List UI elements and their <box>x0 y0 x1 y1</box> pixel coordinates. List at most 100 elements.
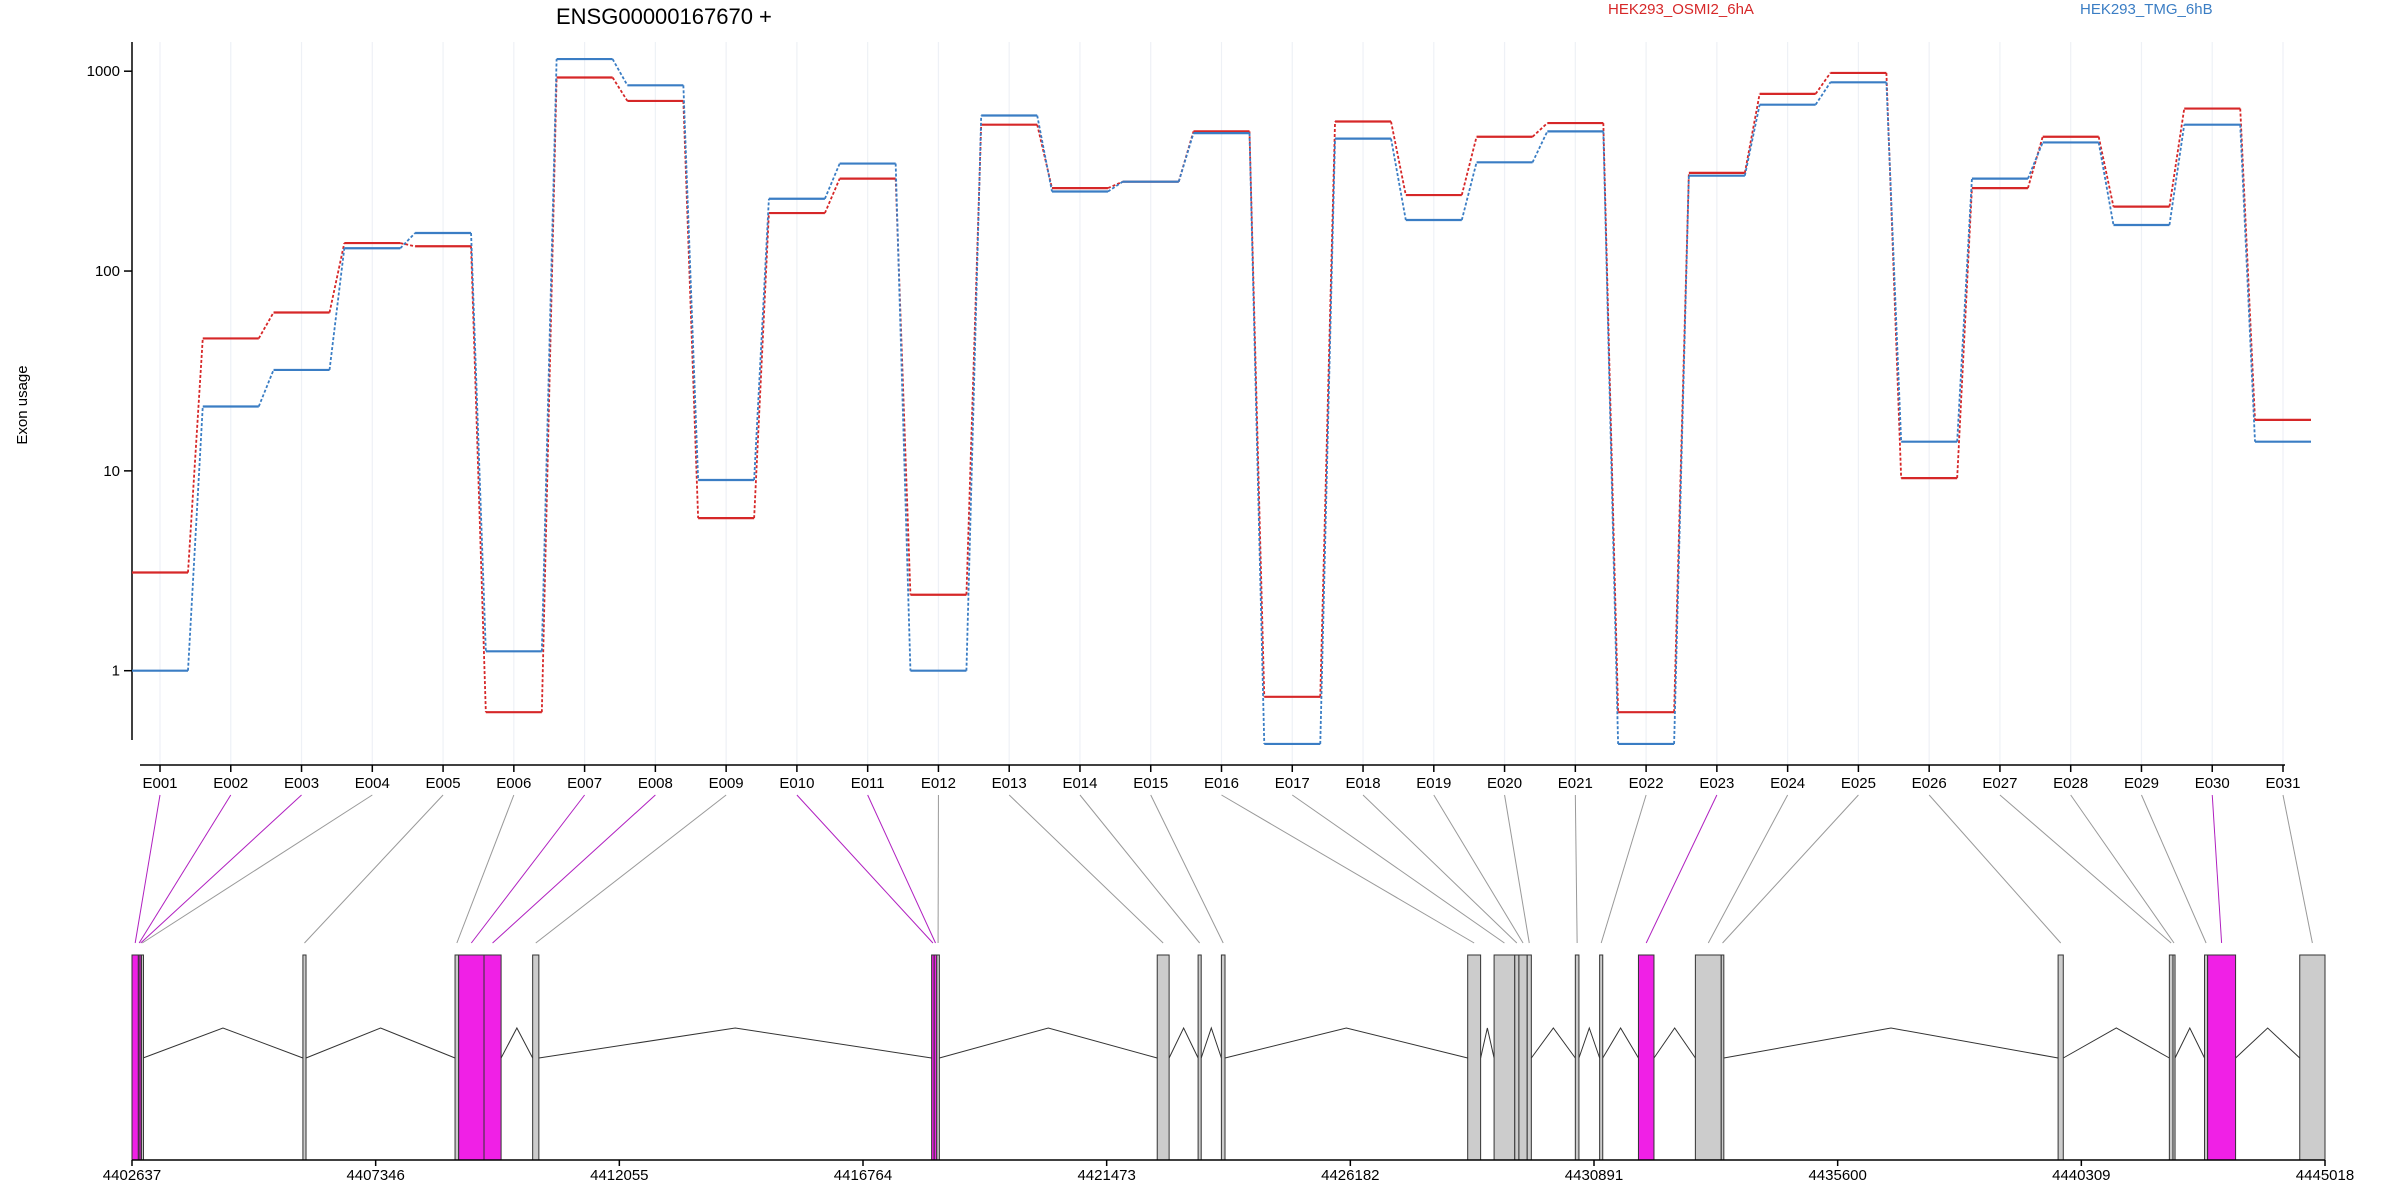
x-tick-label-e012: E012 <box>921 775 956 792</box>
x-tick-label-e007: E007 <box>567 775 602 792</box>
genomic-tick-label-4440309: 4440309 <box>2052 1167 2110 1184</box>
legend-series-a: HEK293_OSMI2_6hA <box>1608 1 1754 18</box>
connector-e010 <box>824 178 841 214</box>
intron-e013 <box>1168 1026 1199 1059</box>
exon-box-e015 <box>1220 954 1226 1161</box>
gene-model: 4402637 4407346 4412055 4416764 4421473 44261… <box>103 954 2354 1184</box>
x-tick-label-e027: E027 <box>1982 775 2017 792</box>
connector-e009 <box>753 213 770 519</box>
exon-box-e013 <box>1156 954 1170 1161</box>
connector-e002 <box>257 312 275 339</box>
exon-link-e025 <box>1722 794 1859 944</box>
connector-e002 <box>257 369 275 407</box>
intron-e016 <box>1480 1027 1495 1059</box>
connector-e009 <box>753 198 770 481</box>
connector-e023 <box>1743 93 1761 174</box>
exon-link-e009 <box>535 794 727 944</box>
connector-e028 <box>2097 142 2115 226</box>
x-tick-label-e026: E026 <box>1912 775 1947 792</box>
y-axis-label: Exon usage <box>14 365 31 444</box>
connector-e011 <box>894 163 912 671</box>
exon-link-e030 <box>2211 794 2223 944</box>
exon-link-e029 <box>2141 794 2207 944</box>
exon-box-e026 <box>2057 954 2064 1161</box>
exon-link-e013 <box>1008 794 1164 944</box>
connector-e024 <box>1814 72 1832 95</box>
x-tick-label-e010: E010 <box>779 775 814 792</box>
intron-e023 <box>1653 1027 1696 1059</box>
connector-e001 <box>187 406 204 671</box>
x-tick-label-e009: E009 <box>709 775 744 792</box>
exon-link-e022 <box>1600 794 1647 944</box>
connector-e012 <box>965 115 983 671</box>
exon-link-e015 <box>1150 794 1224 944</box>
exon-link-e007 <box>470 794 585 944</box>
intron-e009 <box>538 1027 932 1059</box>
connector-e028 <box>2097 136 2115 207</box>
exon-link-e005 <box>304 794 444 944</box>
y-tick-label-1: 1 <box>112 663 120 680</box>
connector-e021 <box>1602 131 1619 744</box>
connector-e003 <box>328 248 346 371</box>
x-tick-label-e002: E002 <box>213 775 248 792</box>
axes: 1 10 100 1000 E001 E002 E003 E004 E005 E006 E007 E0… <box>87 42 2301 792</box>
connector-e017 <box>1319 138 1336 744</box>
connector-e025 <box>1885 82 1903 442</box>
exon-box-e031 <box>2299 954 2326 1161</box>
connector-e006 <box>540 59 558 652</box>
intron-e004 <box>142 1027 304 1059</box>
intron-e026 <box>2063 1027 2170 1059</box>
x-tick-label-e018: E018 <box>1346 775 1381 792</box>
exon-link-e003 <box>140 794 302 944</box>
exon-box-e024 <box>1694 954 1722 1161</box>
connector-e020 <box>1531 122 1548 138</box>
exon-link-e021 <box>1574 794 1578 944</box>
exon-box-e020 <box>1526 954 1532 1161</box>
intron-e012 <box>939 1027 1158 1059</box>
x-tick-label-e029: E029 <box>2124 775 2159 792</box>
exon-box-e030 <box>2207 954 2237 1161</box>
connector-e025 <box>1885 72 1903 479</box>
x-tick-label-e023: E023 <box>1699 775 1734 792</box>
exon-box-e027 <box>2168 954 2174 1161</box>
x-tick-label-e014: E014 <box>1062 775 1097 792</box>
connector-e011 <box>894 178 912 595</box>
connector-e026 <box>1956 178 1973 442</box>
genomic-tick-label-4430891: 4430891 <box>1565 1167 1623 1184</box>
intron-e021 <box>1578 1026 1601 1059</box>
connector-e023 <box>1743 104 1761 176</box>
exon-link-e016 <box>1221 794 1475 944</box>
exon-box-e028 <box>2172 954 2176 1161</box>
exon-link-e004 <box>141 794 373 944</box>
exon-box-e017 <box>1493 954 1516 1161</box>
chart-title: ENSG00000167670 + <box>556 4 772 29</box>
series-lines <box>132 57 2311 746</box>
exon-link-e031 <box>2282 794 2313 944</box>
connector-e001 <box>187 338 204 573</box>
connector-e017 <box>1319 121 1336 697</box>
exon-box-e001 <box>131 954 139 1161</box>
exon-box-e025 <box>1720 954 1725 1161</box>
connector-e019 <box>1460 162 1478 221</box>
exon-box-e022 <box>1599 954 1604 1161</box>
connector-e003 <box>328 242 346 313</box>
exon-box-e023 <box>1637 954 1655 1161</box>
y-tick-label-10: 10 <box>103 463 120 480</box>
connector-e010 <box>824 163 841 200</box>
connector-e007 <box>611 58 629 86</box>
y-tick-label-1000: 1000 <box>87 63 120 80</box>
connector-e004 <box>400 242 416 248</box>
x-tick-label-e020: E020 <box>1487 775 1522 792</box>
connector-e005 <box>470 232 487 652</box>
exon-box-e008 <box>483 954 502 1161</box>
exon-link-e008 <box>492 794 656 944</box>
connector-e013 <box>1036 115 1053 192</box>
series-b <box>132 57 2311 746</box>
genomic-tick-label-4445018: 4445018 <box>2296 1167 2354 1184</box>
connector-e029 <box>2168 108 2186 207</box>
intron-e014 <box>1200 1026 1222 1059</box>
x-tick-label-e013: E013 <box>992 775 1027 792</box>
exon-link-e026 <box>1928 794 2062 944</box>
genomic-tick-label-4435600: 4435600 <box>1808 1167 1866 1184</box>
x-tick-label-e025: E025 <box>1841 775 1876 792</box>
